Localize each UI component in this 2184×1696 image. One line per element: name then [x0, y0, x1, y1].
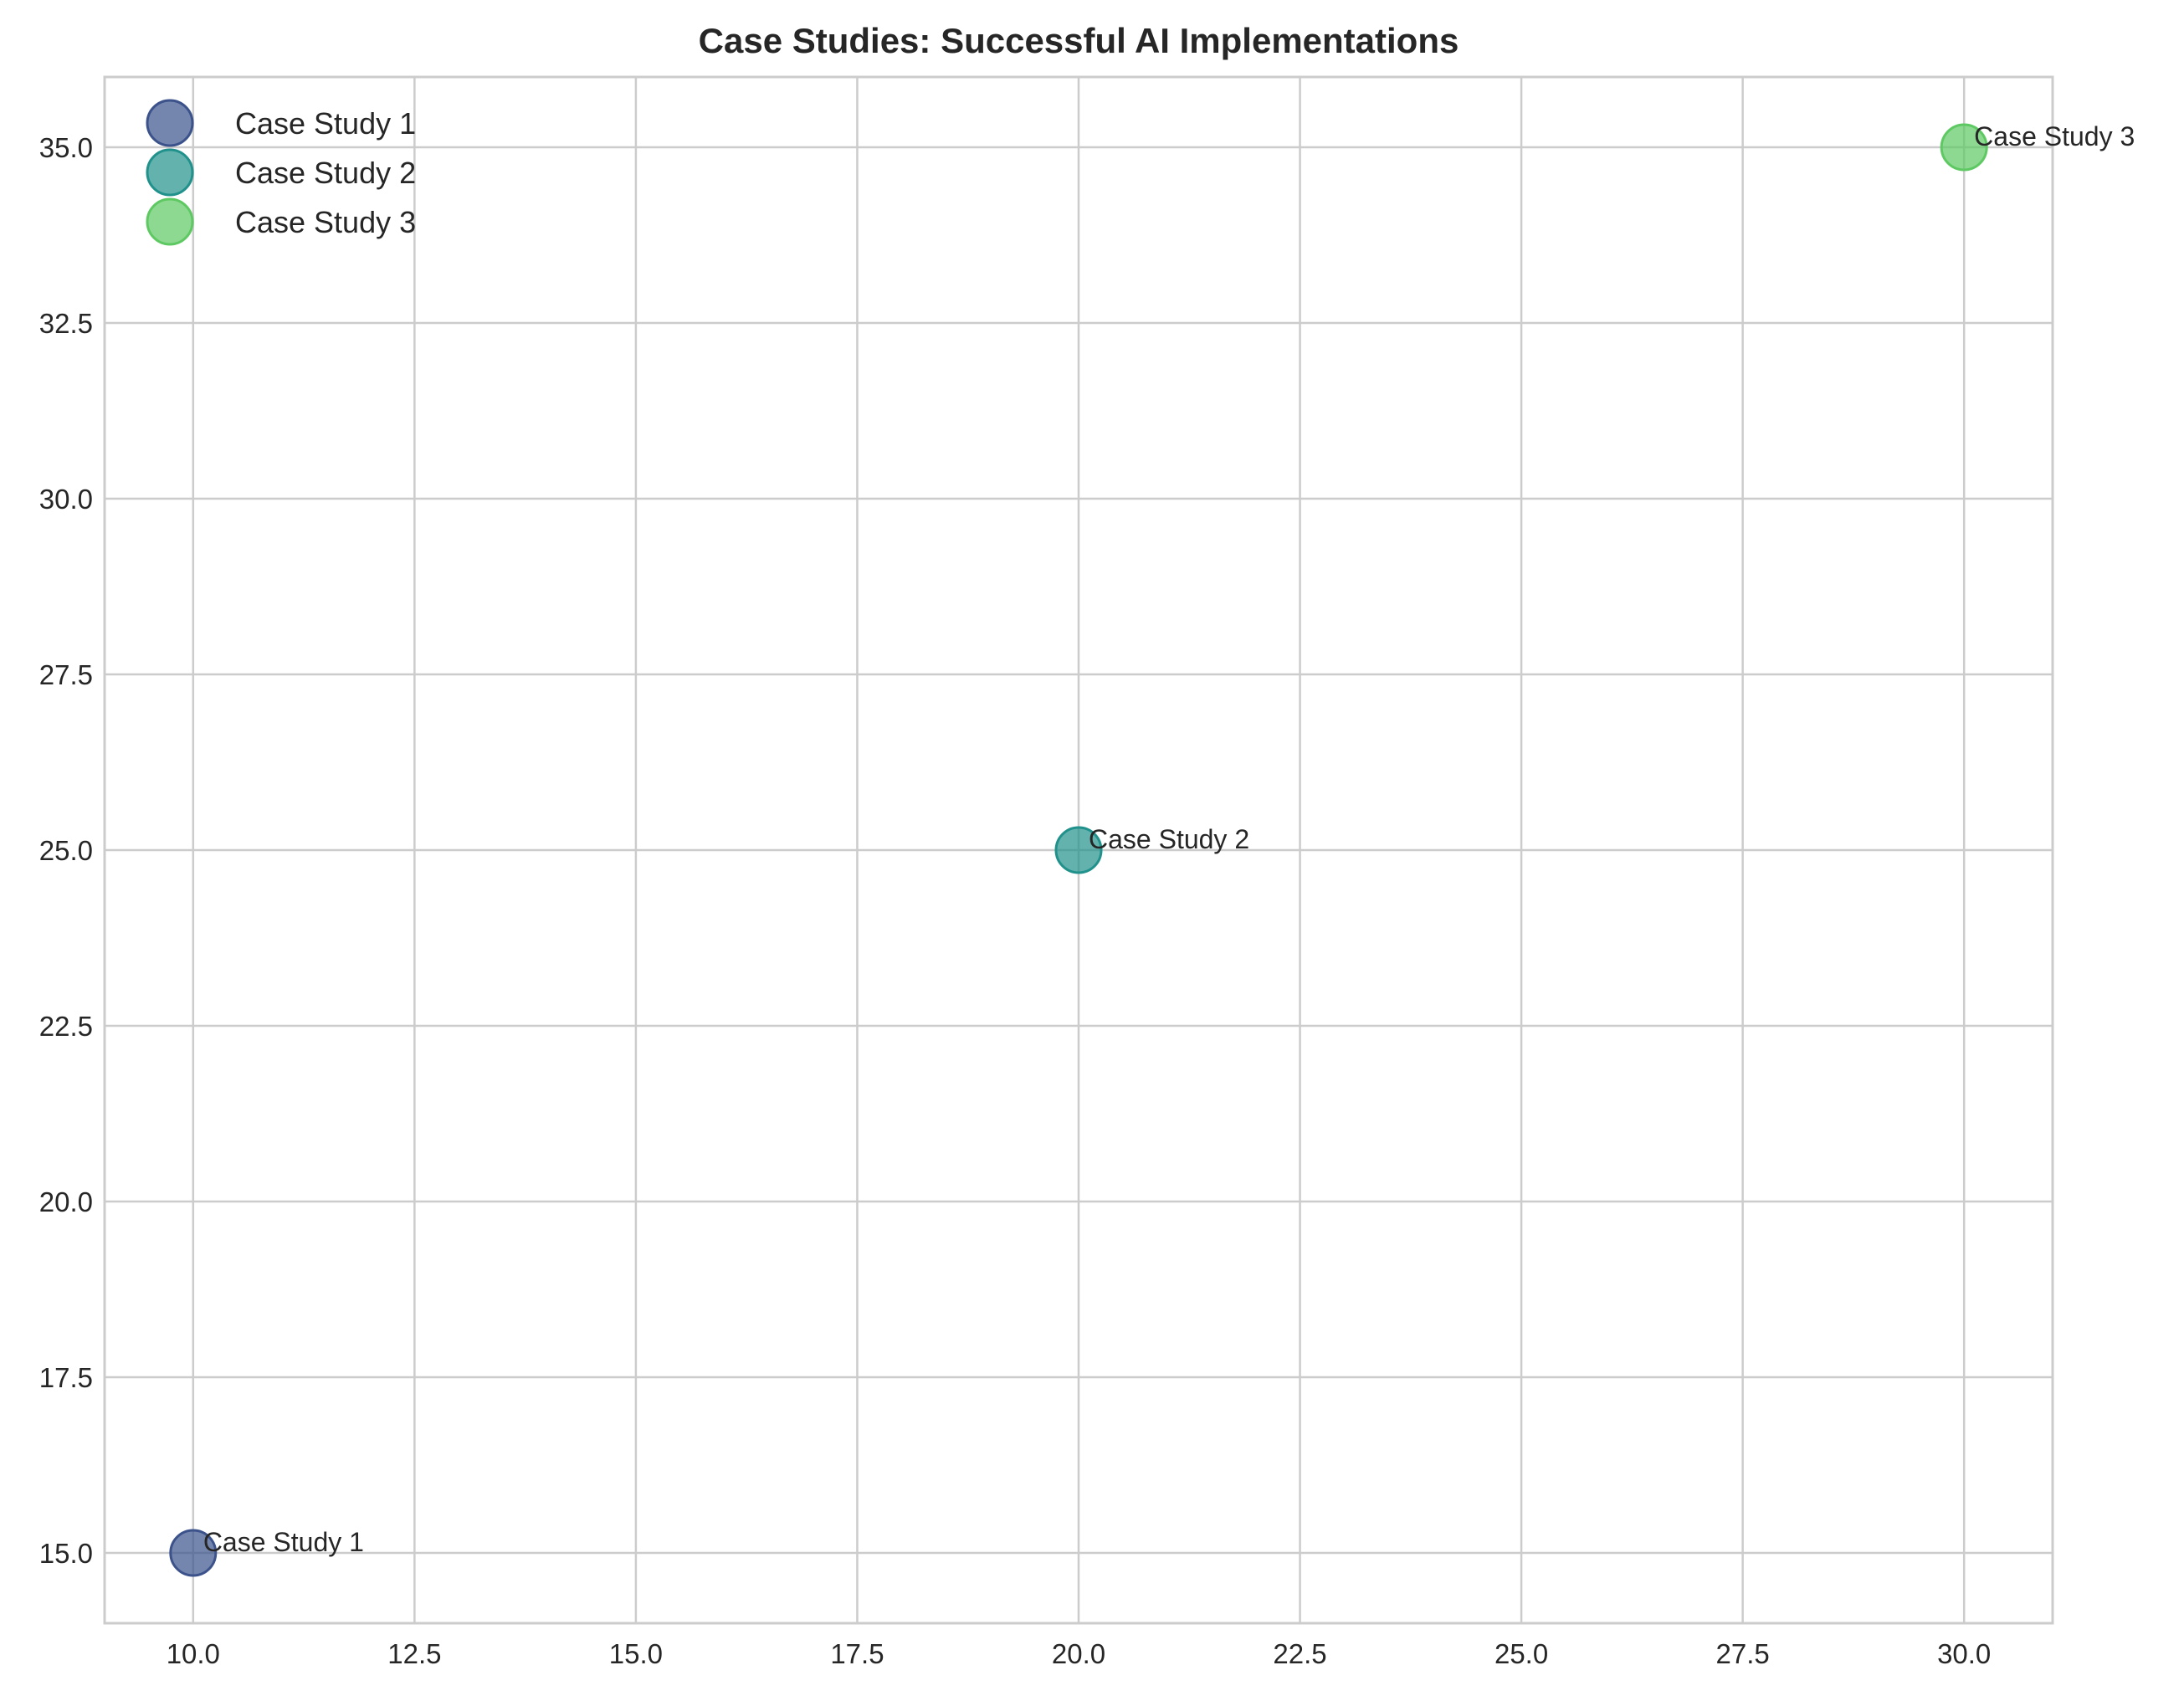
legend-marker-case-study-3 [147, 199, 192, 244]
x-tick-label: 10.0 [167, 1638, 220, 1669]
point-annotation-case-study-1: Case Study 1 [203, 1527, 364, 1557]
legend: Case Study 1 Case Study 2 Case Study 3 [147, 100, 416, 244]
x-tick-label: 15.0 [609, 1638, 663, 1669]
x-axis-ticks: 10.0 12.5 15.0 17.5 20.0 22.5 25.0 27.5 30.0 [167, 1638, 1992, 1669]
legend-label-case-study-2: Case Study 2 [235, 156, 416, 190]
x-tick-label: 25.0 [1494, 1638, 1548, 1669]
y-tick-label: 15.0 [39, 1538, 93, 1569]
y-tick-label: 25.0 [39, 835, 93, 866]
y-tick-label: 32.5 [39, 308, 93, 339]
x-tick-label: 17.5 [830, 1638, 884, 1669]
legend-marker-case-study-2 [147, 150, 192, 195]
x-tick-label: 27.5 [1716, 1638, 1770, 1669]
x-tick-label: 12.5 [387, 1638, 441, 1669]
x-tick-label: 22.5 [1273, 1638, 1326, 1669]
point-annotation-case-study-3: Case Study 3 [1974, 121, 2135, 151]
legend-label-case-study-3: Case Study 3 [235, 205, 416, 239]
point-annotation-case-study-2: Case Study 2 [1089, 824, 1249, 854]
x-tick-label: 20.0 [1052, 1638, 1105, 1669]
y-tick-label: 17.5 [39, 1362, 93, 1393]
legend-marker-case-study-1 [147, 100, 192, 146]
y-tick-label: 30.0 [39, 484, 93, 515]
y-tick-label: 35.0 [39, 132, 93, 163]
x-tick-label: 30.0 [1937, 1638, 1991, 1669]
y-tick-label: 27.5 [39, 659, 93, 690]
chart-title: Case Studies: Successful AI Implementati… [699, 21, 1459, 60]
y-tick-label: 22.5 [39, 1011, 93, 1042]
legend-label-case-study-1: Case Study 1 [235, 106, 416, 141]
y-tick-label: 20.0 [39, 1186, 93, 1217]
